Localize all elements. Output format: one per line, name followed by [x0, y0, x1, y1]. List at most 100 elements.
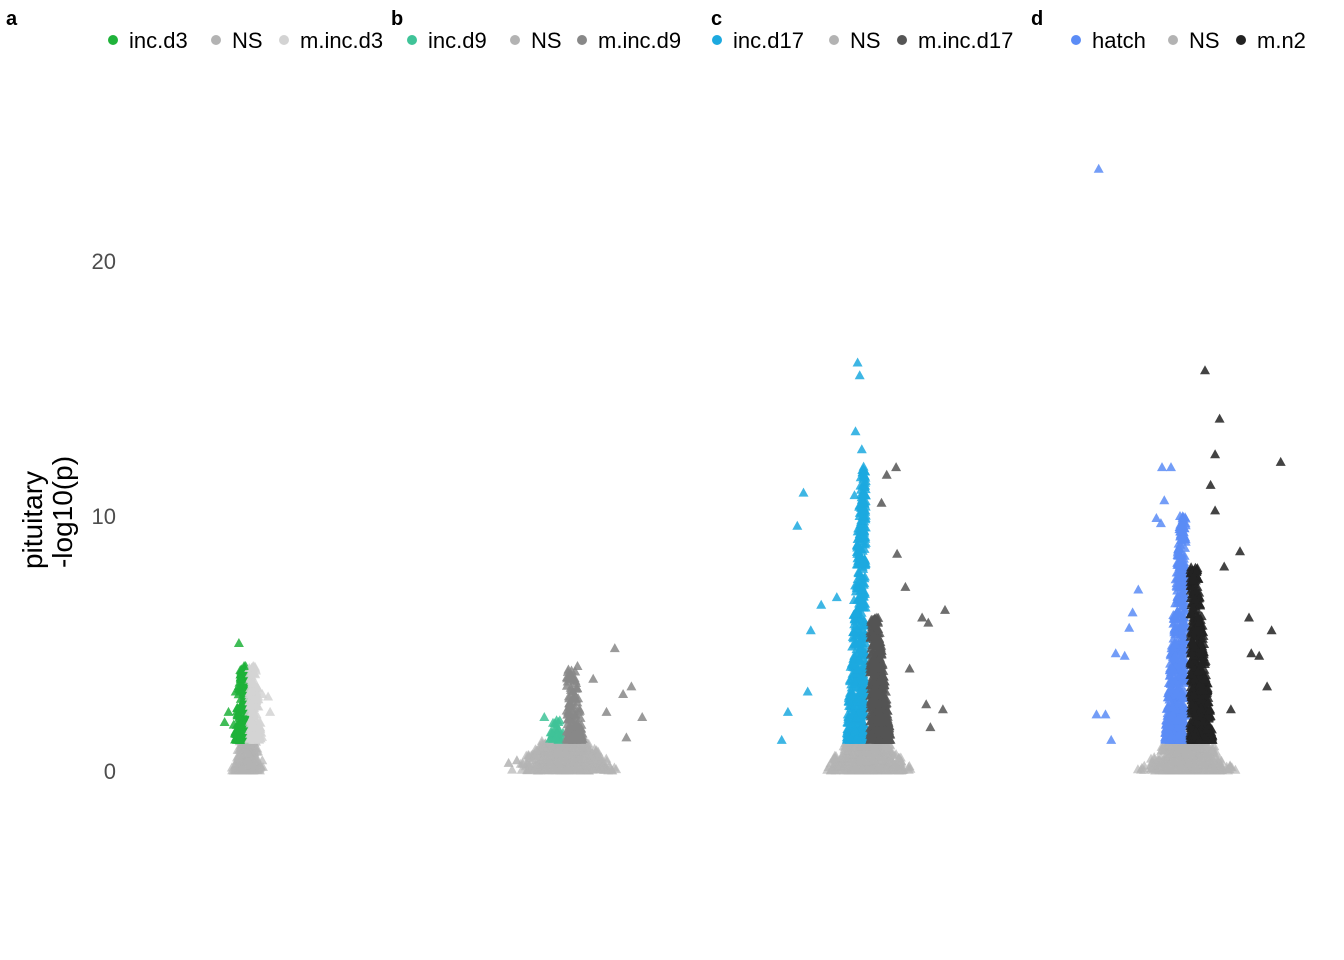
data-point	[561, 680, 572, 690]
legend-panel-b: inc.d9 NS m.inc.d9	[407, 28, 681, 53]
data-point	[858, 557, 869, 566]
data-point	[574, 730, 585, 740]
legend-label-inc-d17: inc.d17	[733, 28, 804, 53]
data-point	[1176, 566, 1187, 576]
data-point	[1170, 650, 1181, 660]
legend-label-m-inc-d9: m.inc.d9	[598, 28, 681, 53]
data-point	[853, 647, 864, 657]
data-point	[251, 752, 262, 762]
data-point	[876, 739, 887, 749]
data-point	[843, 717, 853, 727]
data-point	[254, 762, 265, 772]
data-point	[889, 750, 900, 760]
data-point	[238, 678, 249, 688]
y-tick-label: 10	[92, 504, 116, 529]
data-point	[1175, 654, 1186, 664]
data-point	[536, 738, 547, 748]
data-point	[1165, 759, 1175, 769]
data-point	[1162, 748, 1173, 758]
data-point	[844, 674, 855, 684]
legend-key-ns-d	[1168, 35, 1178, 45]
data-point	[1178, 743, 1189, 753]
data-point	[539, 765, 550, 774]
data-point	[553, 757, 564, 767]
data-point	[1170, 764, 1181, 774]
data-point	[571, 693, 582, 703]
legend-key-inc-d3	[108, 35, 118, 45]
data-point	[896, 758, 907, 768]
data-point	[523, 750, 534, 759]
data-point	[878, 690, 889, 700]
legend-key-m-inc-d17	[897, 35, 907, 45]
data-point	[563, 713, 574, 723]
data-point	[1187, 749, 1198, 759]
data-point	[1175, 658, 1185, 668]
data-point	[1178, 630, 1189, 640]
data-point	[1179, 604, 1190, 614]
data-point	[857, 490, 868, 500]
data-point	[1179, 611, 1190, 621]
data-point	[1209, 741, 1220, 751]
data-point	[601, 753, 612, 763]
panel-letter-a: a	[6, 8, 18, 30]
y-tick-label: 0	[104, 759, 116, 784]
data-point	[232, 710, 243, 720]
data-point	[1180, 512, 1191, 522]
legend-key-inc-d17	[712, 35, 722, 45]
data-point	[873, 704, 884, 714]
data-point	[1185, 658, 1196, 668]
data-point	[865, 732, 876, 742]
data-point	[836, 750, 847, 760]
data-point	[1180, 765, 1191, 775]
data-point	[1164, 734, 1175, 744]
data-point	[850, 677, 860, 687]
data-point	[851, 639, 862, 649]
data-point	[567, 742, 578, 752]
data-point	[1177, 520, 1187, 530]
data-point	[857, 763, 868, 773]
data-point	[244, 706, 255, 716]
data-point	[860, 756, 871, 766]
data-point	[560, 747, 571, 756]
data-point	[531, 761, 542, 770]
data-point	[869, 749, 880, 759]
legend-label-inc-d9: inc.d9	[428, 28, 487, 53]
data-point	[852, 671, 863, 681]
data-point	[254, 732, 265, 742]
data-point	[855, 550, 866, 560]
data-point	[846, 755, 857, 764]
data-point	[853, 567, 864, 577]
data-point	[854, 507, 865, 517]
legend-key-ns-a	[211, 35, 221, 45]
data-point	[551, 764, 562, 774]
data-point	[1184, 757, 1195, 767]
data-point	[1200, 752, 1211, 762]
data-point	[590, 751, 601, 761]
data-point	[875, 673, 886, 683]
data-point	[543, 748, 554, 758]
data-point	[850, 580, 861, 590]
data-point	[856, 595, 867, 605]
data-point	[609, 762, 620, 772]
data-point	[850, 762, 861, 771]
data-point	[852, 540, 862, 549]
data-point	[1169, 610, 1180, 620]
data-point	[848, 653, 859, 663]
data-point	[1170, 715, 1181, 725]
legend-panel-c: inc.d17 NS m.inc.d17	[712, 28, 1013, 53]
data-point	[524, 760, 535, 770]
legend-label-m-n2: m.n2	[1257, 28, 1306, 53]
data-point	[874, 645, 885, 655]
legend-label-ns-c: NS	[850, 28, 881, 53]
data-point	[880, 726, 891, 735]
legend-panel-a: inc.d3 NS m.inc.d3	[108, 28, 383, 53]
data-point	[517, 758, 528, 768]
data-point	[1177, 673, 1188, 683]
data-point	[574, 703, 585, 713]
data-point	[1191, 763, 1202, 773]
data-point	[561, 726, 572, 736]
data-point	[1204, 746, 1215, 756]
data-point	[1180, 636, 1191, 646]
legend-label-m-inc-d17: m.inc.d17	[918, 28, 1013, 53]
data-point	[846, 685, 857, 695]
